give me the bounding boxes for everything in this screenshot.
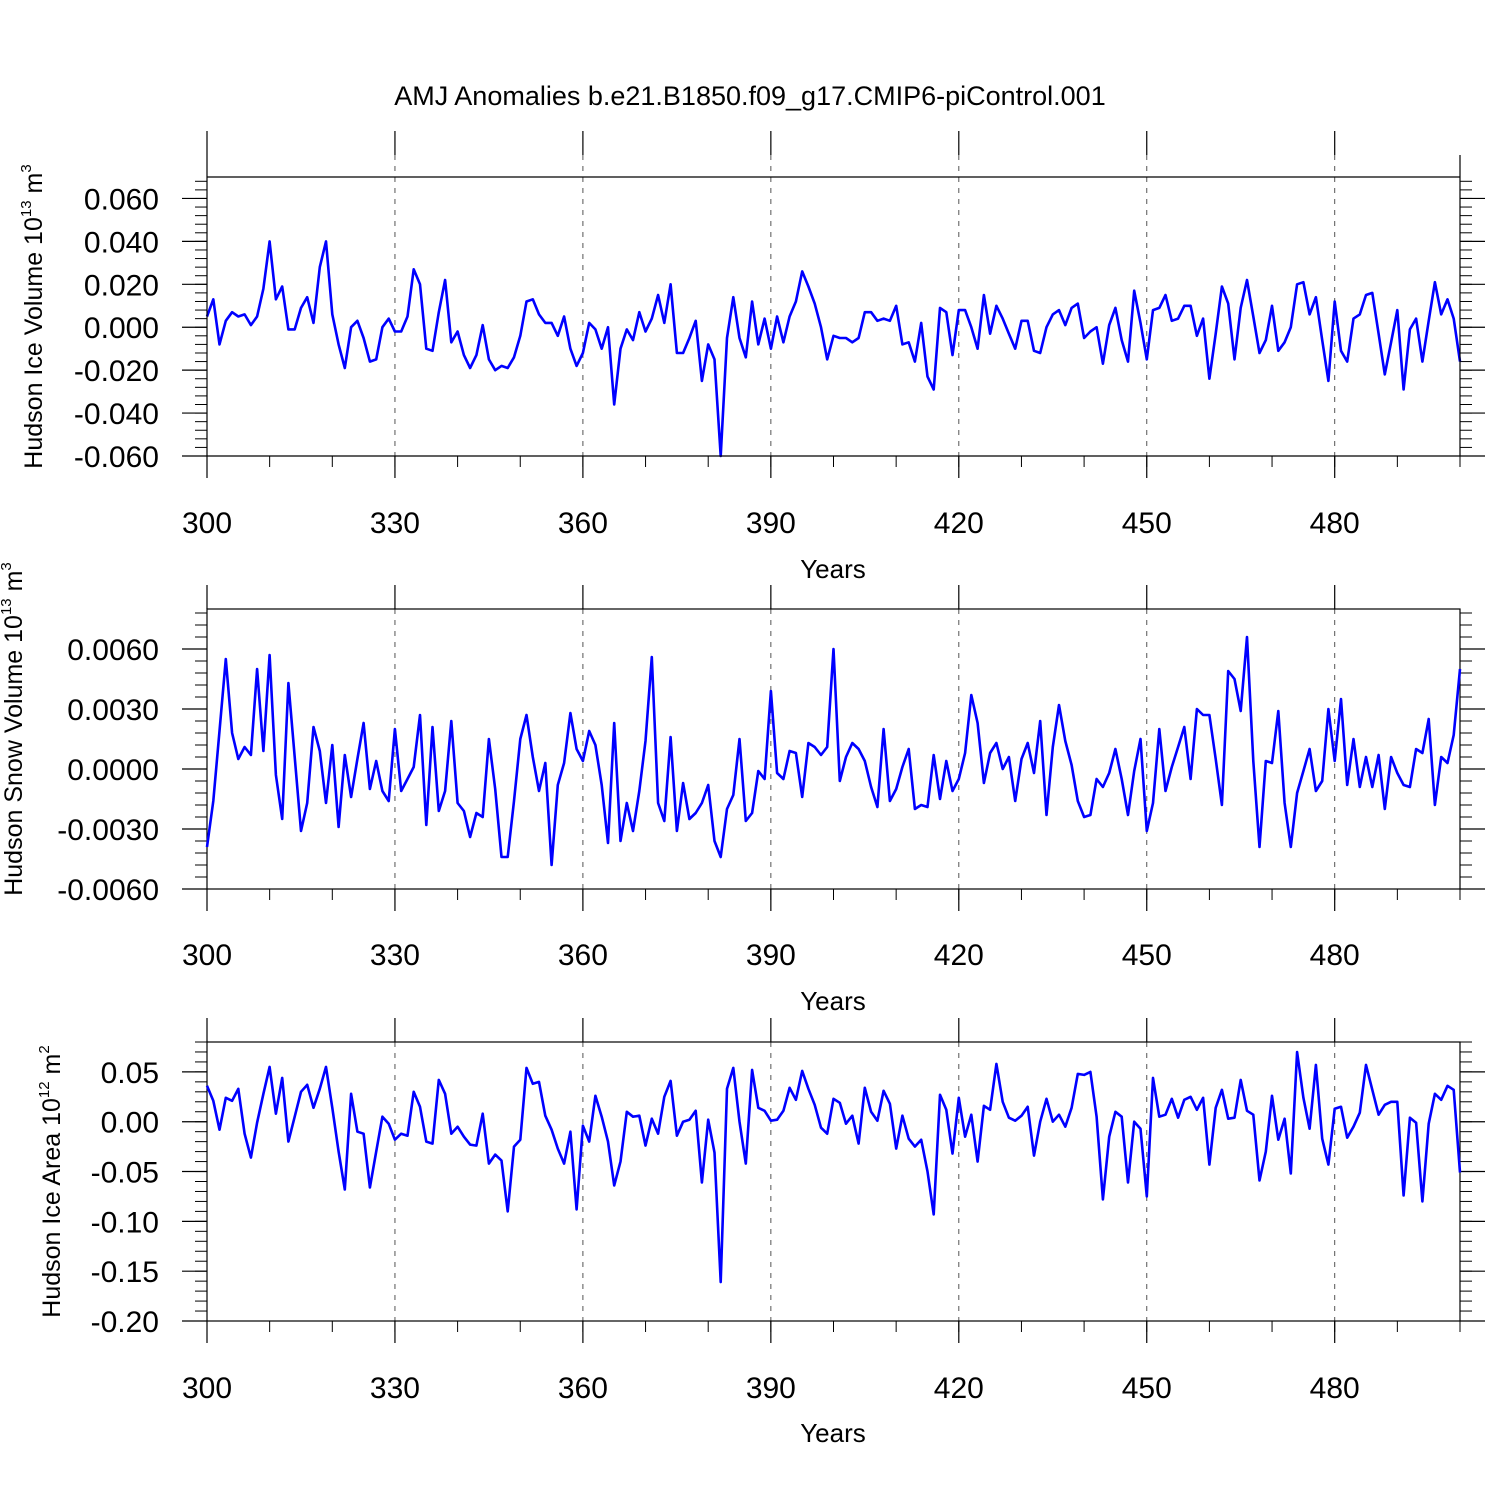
y-tick-label: -0.15 (91, 1256, 159, 1289)
major-ticks (182, 1018, 1485, 1343)
y-tick-label: -0.05 (91, 1157, 159, 1190)
y-tick-label: 0.0060 (67, 634, 159, 667)
x-tick-label: 450 (1122, 507, 1172, 540)
x-axis-label: Years (800, 554, 866, 584)
x-tick-label: 330 (370, 939, 420, 972)
y-label-exponent: 13 (18, 200, 35, 217)
y-label-text: Hudson Ice Volume 10 (20, 217, 48, 469)
x-tick-label: 360 (558, 1372, 608, 1405)
x-axis-label: Years (800, 986, 866, 1016)
grid-lines (394, 609, 1336, 889)
x-tick-label: 330 (370, 1372, 420, 1405)
y-tick-label: -0.060 (74, 441, 159, 474)
series-line (205, 1050, 1462, 1284)
y-tick-label: 0.060 (84, 183, 159, 216)
y-label-unit-exponent: 3 (0, 562, 15, 570)
x-tick-label: 420 (934, 507, 984, 540)
x-tick-labels: 300 330 360 390 420 450 480 (182, 507, 1360, 540)
x-tick-label: 390 (746, 1372, 796, 1405)
major-ticks (182, 131, 1485, 478)
y-tick-label: -0.020 (74, 355, 159, 388)
y-tick-label: 0.05 (101, 1057, 159, 1090)
x-tick-label: 390 (746, 507, 796, 540)
y-label-text: Hudson Snow Volume 10 (0, 615, 28, 896)
y-label-unit: m (0, 571, 28, 599)
y-tick-label: -0.10 (91, 1206, 159, 1239)
x-tick-label: 360 (558, 507, 608, 540)
x-axis-label: Years (800, 1418, 866, 1448)
x-tick-label: 330 (370, 507, 420, 540)
x-tick-label: 390 (746, 939, 796, 972)
y-label-unit: m (20, 173, 48, 201)
series-line (205, 635, 1462, 867)
y-label-exponent: 12 (36, 1081, 53, 1098)
grid-lines (394, 1042, 1336, 1321)
y-tick-labels: 0.060 0.040 0.020 0.000 -0.020 -0.040 -0.060 (74, 183, 159, 474)
y-tick-label: 0.0000 (67, 754, 159, 787)
y-label-exponent: 13 (0, 598, 15, 615)
plot-frame (206, 608, 1461, 890)
series-line (205, 240, 1462, 458)
y-label-unit: m (38, 1054, 66, 1082)
y-tick-label: -0.20 (91, 1306, 159, 1339)
y-tick-label: 0.0030 (67, 694, 159, 727)
x-tick-label: 360 (558, 939, 608, 972)
y-axis-label: Hudson Snow Volume 1013 m3 (0, 562, 28, 896)
x-tick-label: 300 (182, 507, 232, 540)
y-axis-label: Hudson Ice Volume 1013 m3 (18, 164, 48, 468)
x-tick-labels: 300 330 360 390 420 450 480 (182, 939, 1360, 972)
y-label-unit-exponent: 3 (18, 164, 35, 172)
x-tick-label: 420 (934, 1372, 984, 1405)
y-tick-label: 0.00 (101, 1107, 159, 1140)
x-tick-label: 420 (934, 939, 984, 972)
y-tick-label: 0.020 (84, 269, 159, 302)
x-tick-label: 480 (1310, 1372, 1360, 1405)
y-tick-label: -0.040 (74, 398, 159, 431)
x-tick-label: 450 (1122, 1372, 1172, 1405)
y-tick-labels: 0.05 0.00 -0.05 -0.10 -0.15 -0.20 (91, 1057, 159, 1339)
y-label-unit-exponent: 2 (36, 1045, 53, 1053)
x-tick-label: 300 (182, 1372, 232, 1405)
x-tick-labels: 300 330 360 390 420 450 480 (182, 1372, 1360, 1405)
panel-ice-volume: 0.060 0.040 0.020 0.000 -0.020 -0.040 -0.060 3… (18, 131, 1485, 584)
x-tick-label: 480 (1310, 507, 1360, 540)
major-ticks (182, 585, 1485, 911)
y-tick-label: -0.0030 (57, 814, 159, 847)
plot-frame (206, 1041, 1461, 1322)
y-tick-label: 0.000 (84, 312, 159, 345)
y-tick-labels: 0.0060 0.0030 0.0000 -0.0030 -0.0060 (57, 634, 159, 907)
panel-ice-area: 0.05 0.00 -0.05 -0.10 -0.15 -0.20 300 330 360 39… (36, 1018, 1485, 1448)
y-tick-label: -0.0060 (57, 874, 159, 907)
y-tick-label: 0.040 (84, 226, 159, 259)
y-label-text: Hudson Ice Area 10 (38, 1098, 66, 1318)
x-tick-label: 300 (182, 939, 232, 972)
y-axis-label: Hudson Ice Area 1012 m2 (36, 1045, 66, 1317)
figure-title: AMJ Anomalies b.e21.B1850.f09_g17.CMIP6-… (394, 81, 1105, 111)
x-tick-label: 450 (1122, 939, 1172, 972)
x-tick-label: 480 (1310, 939, 1360, 972)
